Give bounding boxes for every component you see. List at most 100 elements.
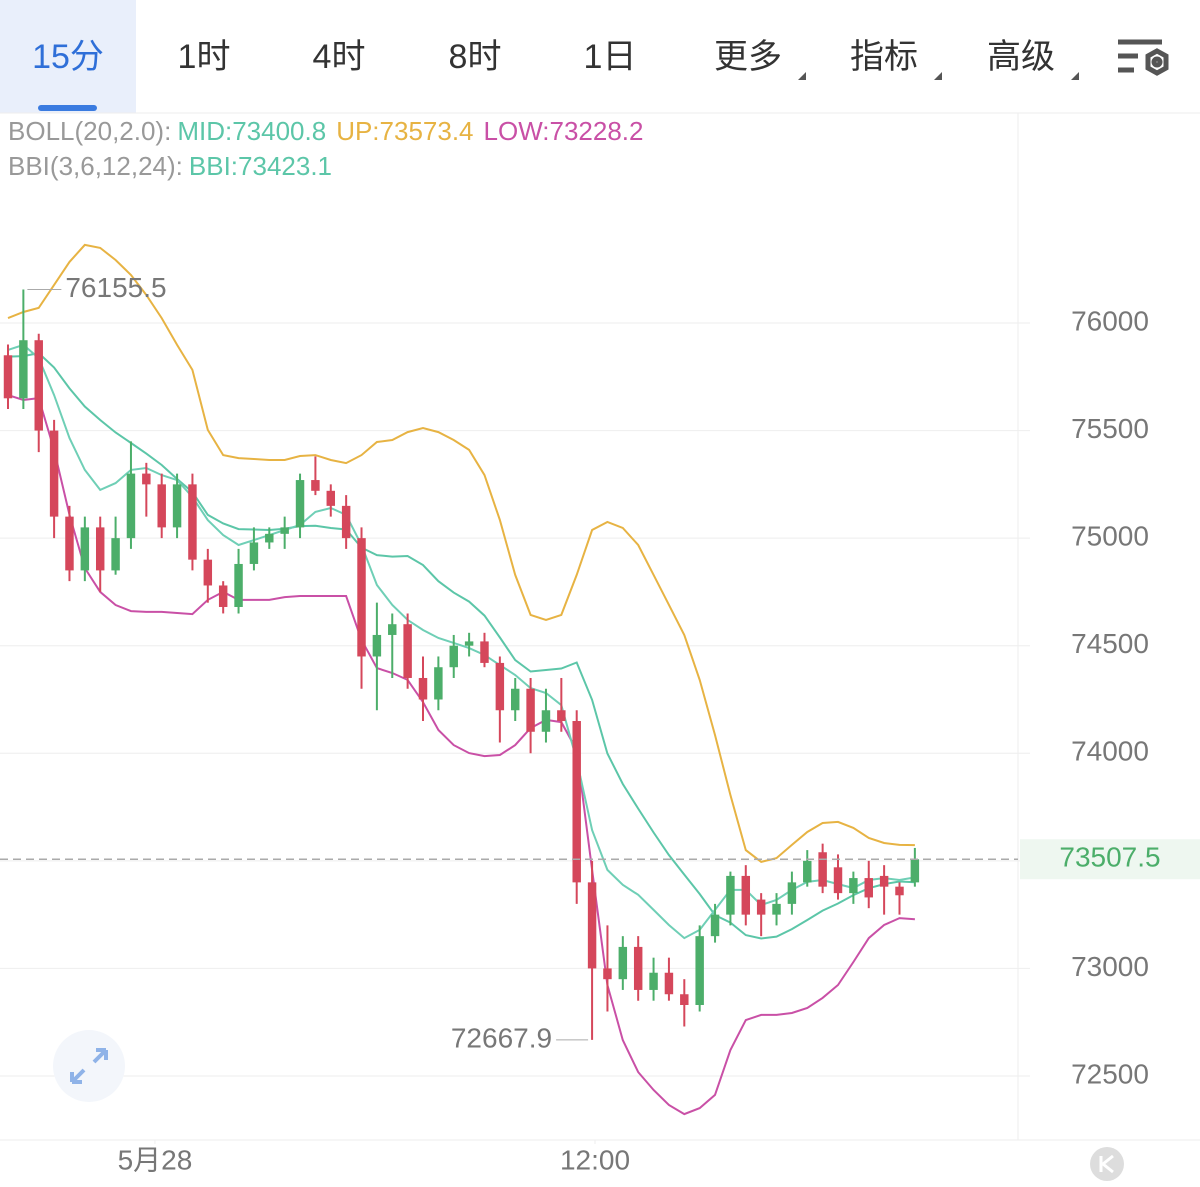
candle-body <box>3 355 13 399</box>
tab[interactable]: 高级 <box>987 38 1055 76</box>
candle-body <box>280 527 289 534</box>
candle-body <box>818 852 827 887</box>
candle-body <box>803 860 812 883</box>
candle-body <box>741 875 751 915</box>
candle-body <box>787 882 797 904</box>
candle-body <box>726 875 735 915</box>
tab[interactable]: 更多 <box>714 38 782 76</box>
candle-body <box>664 972 674 995</box>
boll-legend: BOLL(20,2.0): MID:73400.8 UP:73573.4 LOW:73… <box>8 116 643 146</box>
candle-body <box>464 641 474 646</box>
y-tick-label: 75500 <box>1071 413 1149 444</box>
candle-body <box>80 527 90 571</box>
candle-body <box>95 527 105 571</box>
tab[interactable]: 1时 <box>178 38 231 76</box>
candle-body <box>603 968 612 980</box>
candle-body <box>372 634 382 657</box>
legend-title: BOLL(20,2.0): <box>8 116 171 146</box>
dropdown-caret <box>1071 72 1079 80</box>
candle-body <box>49 430 59 517</box>
tab[interactable]: 1日 <box>584 38 637 76</box>
candle-body <box>434 667 443 700</box>
tab[interactable]: 4时 <box>313 38 366 76</box>
active-tab-bg <box>0 0 136 113</box>
last-price-label: 73507.5 <box>1059 842 1160 873</box>
candle-body <box>618 946 628 980</box>
candle-body <box>633 946 643 990</box>
legend-up: UP:73573.4 <box>336 116 473 146</box>
candle-body <box>326 490 336 506</box>
candle-body <box>218 585 228 607</box>
dropdown-caret <box>798 72 806 80</box>
candle-body <box>341 505 351 539</box>
legend-mid: MID:73400.8 <box>177 116 326 146</box>
candle-body <box>311 480 320 491</box>
candle-body <box>188 484 197 560</box>
dropdown-caret <box>934 72 942 80</box>
y-tick-label: 76000 <box>1071 305 1149 336</box>
tab[interactable]: 指标 <box>850 38 918 76</box>
candle-body <box>895 886 904 896</box>
bbi-legend: BBI(3,6,12,24): BBI:73423.1 <box>8 151 332 181</box>
kline-toggle[interactable] <box>1090 1147 1124 1181</box>
candle-body <box>388 624 397 635</box>
expand-button[interactable] <box>53 1030 125 1102</box>
candle-body <box>418 677 428 700</box>
candle-body <box>65 516 74 571</box>
candle-body <box>772 903 781 915</box>
candle-body <box>864 878 873 898</box>
candle-body <box>403 624 412 678</box>
candle-body <box>449 645 458 668</box>
tab[interactable]: 15分 <box>32 38 104 76</box>
indicator-line <box>7 343 916 940</box>
candle-body <box>34 340 43 431</box>
candle-body <box>649 972 658 990</box>
x-tick-label: 5月28 <box>118 1144 193 1175</box>
candle-body <box>142 473 151 485</box>
candle-body <box>265 533 274 543</box>
candle-body <box>234 563 243 607</box>
y-tick-label: 75000 <box>1071 521 1149 552</box>
candle-body <box>710 914 720 937</box>
y-tick-label: 74000 <box>1071 736 1149 767</box>
candle-body <box>879 875 889 887</box>
candle-body <box>357 538 366 657</box>
tab[interactable]: 8时 <box>449 38 502 76</box>
candle-body <box>680 994 689 1005</box>
indicator-line <box>7 243 915 863</box>
candle-body <box>295 480 305 528</box>
candle-body <box>833 867 843 894</box>
y-tick-label: 72500 <box>1071 1058 1149 1089</box>
candle-body <box>572 721 581 883</box>
candle-body <box>111 538 120 571</box>
candle-body <box>526 688 535 732</box>
y-tick-label: 74500 <box>1071 628 1149 659</box>
candle-body <box>557 710 566 722</box>
candle-body <box>587 882 597 969</box>
candle-body <box>541 710 551 732</box>
candle-body <box>756 899 766 915</box>
indicator-line <box>7 394 915 1116</box>
y-tick-label: 73000 <box>1071 951 1149 982</box>
plot: 7250073000735007400074500750007550076000… <box>0 243 1200 1175</box>
candle-body <box>480 641 489 663</box>
indicator-line <box>7 352 915 940</box>
candle-body <box>157 484 166 528</box>
candle-body <box>172 484 182 528</box>
candle-body <box>910 859 920 883</box>
legend-title: BBI(3,6,12,24): <box>8 151 183 181</box>
candle-body <box>510 688 520 711</box>
last-price-bg <box>1020 839 1200 880</box>
legend-low: LOW:73228.2 <box>484 116 644 146</box>
settings-icon[interactable] <box>1118 39 1169 76</box>
max-label: 76155.5 <box>65 272 166 303</box>
candle-body <box>203 559 213 586</box>
candle-body <box>249 542 259 564</box>
min-label: 72667.9 <box>451 1022 552 1053</box>
legend-bbi: BBI:73423.1 <box>189 151 332 181</box>
x-tick-label: 12:00 <box>560 1144 630 1175</box>
toolbar <box>0 0 1200 113</box>
candle-body <box>19 340 28 399</box>
